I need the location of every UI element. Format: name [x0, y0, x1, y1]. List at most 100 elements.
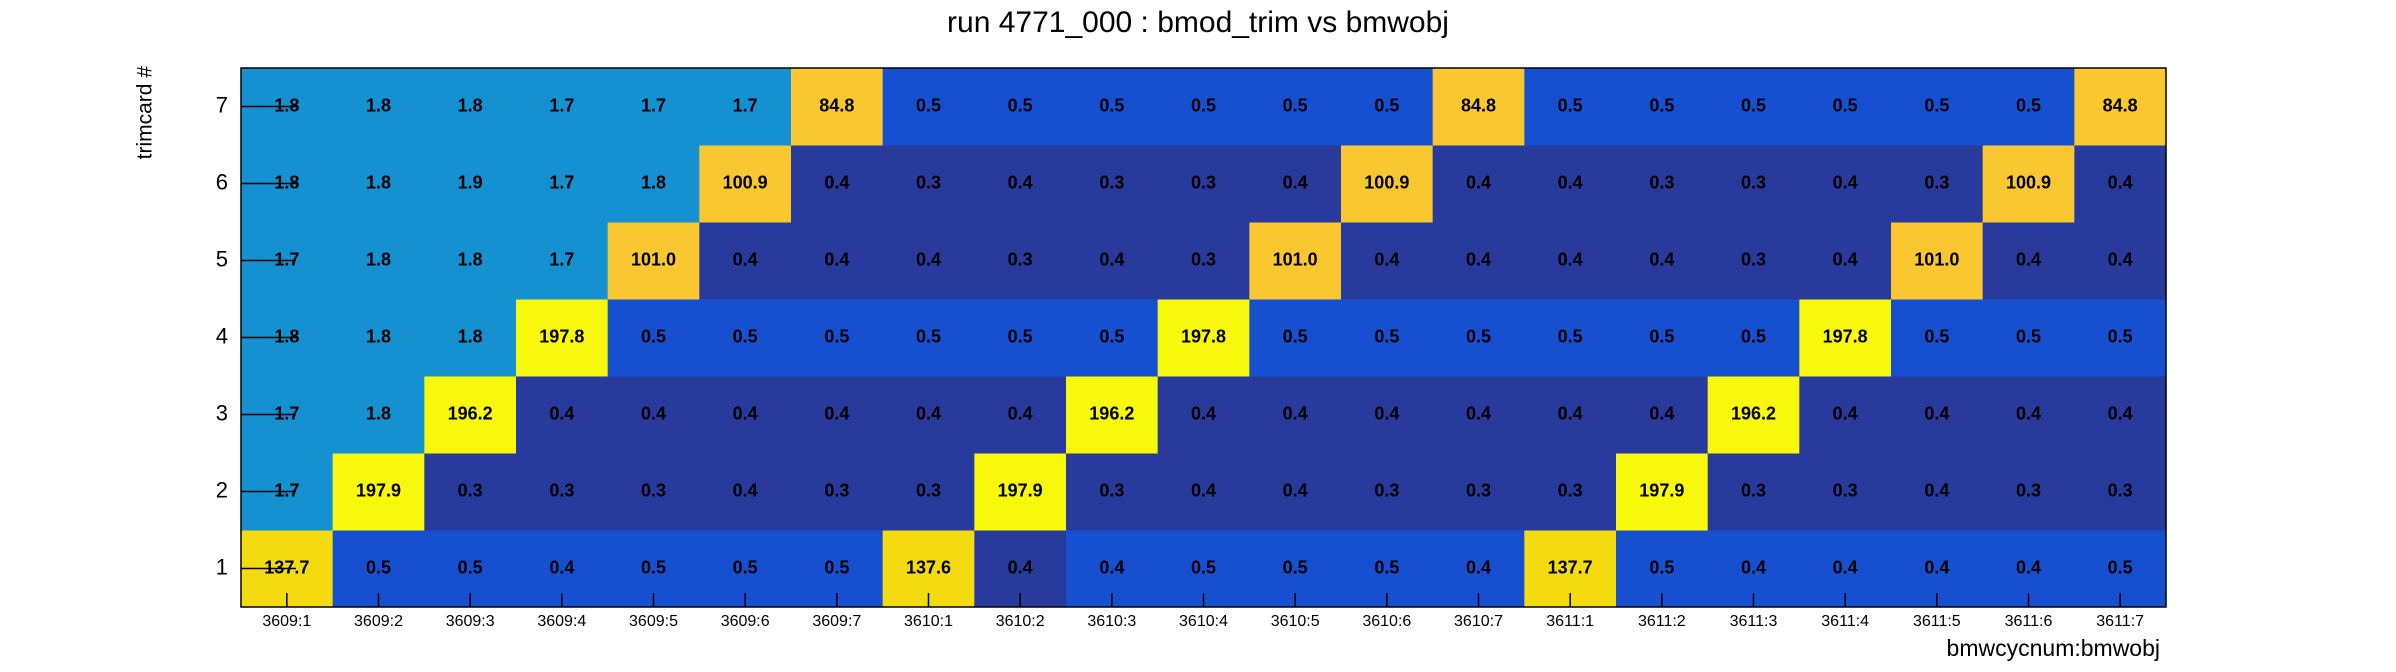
cell-label: 0.4	[1741, 557, 1766, 577]
cell-label: 196.2	[1731, 403, 1776, 423]
heatmap-cell	[332, 376, 425, 454]
heatmap-cell	[1524, 453, 1617, 531]
x-tick-label: 3609:2	[354, 613, 403, 630]
cell-label: 0.5	[1099, 95, 1124, 115]
cell-label: 0.3	[1833, 480, 1858, 500]
cell-label: 0.4	[1283, 172, 1308, 192]
cell-label: 0.3	[1558, 480, 1583, 500]
chart-title: run 4771_000 : bmod_trim vs bmwobj	[947, 6, 1449, 39]
x-tick-label: 3609:1	[262, 613, 311, 630]
heatmap-cell	[1799, 453, 1892, 531]
heatmap-cell	[332, 222, 425, 300]
cell-label: 0.5	[641, 557, 666, 577]
cell-label: 0.5	[1283, 95, 1308, 115]
heatmap-cell	[1707, 299, 1800, 377]
heatmap-cell	[974, 68, 1067, 146]
heatmap-cell	[1524, 145, 1617, 223]
heatmap-cell	[1524, 376, 1617, 454]
heatmap-cell	[1341, 299, 1434, 377]
cell-label: 0.4	[1191, 480, 1216, 500]
cell-label: 0.3	[1008, 249, 1033, 269]
heatmap-cell	[1432, 376, 1525, 454]
cell-label: 0.3	[1741, 172, 1766, 192]
heatmap-cell	[2074, 299, 2167, 377]
cell-label: 0.5	[2108, 557, 2133, 577]
heatmap-cell	[2074, 453, 2167, 531]
heatmap-cell	[1891, 376, 1984, 454]
cell-label: 0.5	[1283, 557, 1308, 577]
cell-label: 196.2	[1089, 403, 1134, 423]
cell-label: 0.3	[1374, 480, 1399, 500]
heatmap-cell	[424, 145, 517, 223]
heatmap-cell	[1249, 222, 1342, 300]
heatmap-cell	[1341, 222, 1434, 300]
cell-label: 0.5	[733, 326, 758, 346]
y-tick-label: 7	[216, 92, 228, 117]
y-tick-label: 1	[216, 554, 228, 579]
cell-label: 0.3	[549, 480, 574, 500]
cell-label: 0.4	[549, 557, 574, 577]
cell-label: 0.4	[1924, 480, 1949, 500]
heatmap-cell	[1249, 68, 1342, 146]
heatmap-cell	[882, 145, 975, 223]
cell-label: 1.8	[274, 326, 299, 346]
cell-label: 1.8	[274, 172, 299, 192]
heatmap-cell	[1707, 376, 1800, 454]
heatmap-cell	[1341, 68, 1434, 146]
heatmap-cell	[1891, 299, 1984, 377]
heatmap-cell	[1616, 68, 1709, 146]
cell-label: 0.5	[2016, 95, 2041, 115]
heatmap-cell	[1066, 299, 1159, 377]
heatmap-cell	[882, 299, 975, 377]
heatmap-cell	[1066, 222, 1159, 300]
cell-label: 84.8	[2103, 95, 2138, 115]
cell-label: 0.4	[1374, 249, 1399, 269]
heatmap-cell	[882, 453, 975, 531]
heatmap-cell	[424, 376, 517, 454]
x-tick-label: 3610:2	[996, 613, 1045, 630]
cell-label: 197.8	[1181, 326, 1226, 346]
heatmap-cell	[974, 299, 1067, 377]
cell-label: 0.4	[1924, 403, 1949, 423]
heatmap-cell	[1249, 145, 1342, 223]
x-tick-label: 3609:6	[721, 613, 770, 630]
x-tick-label: 3609:3	[446, 613, 495, 630]
cell-label: 100.9	[2006, 172, 2051, 192]
heatmap-cell	[1616, 453, 1709, 531]
cell-label: 0.3	[1191, 172, 1216, 192]
cell-label: 0.3	[1191, 249, 1216, 269]
heatmap-cell	[699, 145, 792, 223]
heatmap-cell	[2074, 376, 2167, 454]
heatmap-cell	[332, 145, 425, 223]
heatmap-cell	[1891, 145, 1984, 223]
heatmap-cell	[974, 222, 1067, 300]
heatmap-cell	[1616, 299, 1709, 377]
cell-label: 0.4	[1833, 249, 1858, 269]
x-tick-label: 3611:1	[1546, 613, 1594, 630]
cell-label: 0.4	[824, 403, 849, 423]
cell-label: 0.4	[824, 172, 849, 192]
heatmap-cell	[516, 453, 609, 531]
y-tick-label: 2	[216, 477, 228, 502]
cell-label: 84.8	[819, 95, 854, 115]
x-tick-label: 3610:4	[1179, 613, 1228, 630]
cell-label: 1.8	[458, 95, 483, 115]
cell-label: 100.9	[1364, 172, 1409, 192]
cell-label: 1.8	[458, 326, 483, 346]
x-tick-label: 3610:3	[1087, 613, 1136, 630]
heatmap-cell	[1341, 376, 1434, 454]
heatmap-cell	[1891, 68, 1984, 146]
heatmap-cell	[1157, 376, 1250, 454]
heatmap-cell	[1616, 222, 1709, 300]
cell-label: 0.4	[1374, 403, 1399, 423]
heatmap-cell	[607, 68, 700, 146]
cell-label: 0.5	[2108, 326, 2133, 346]
heatmap-cell	[1249, 453, 1342, 531]
cell-label: 197.9	[998, 480, 1043, 500]
cell-label: 0.4	[1833, 557, 1858, 577]
cell-label: 1.7	[733, 95, 758, 115]
x-tick-label: 3610:7	[1454, 613, 1503, 630]
cell-label: 0.4	[1466, 249, 1491, 269]
heatmap-cell	[1799, 145, 1892, 223]
